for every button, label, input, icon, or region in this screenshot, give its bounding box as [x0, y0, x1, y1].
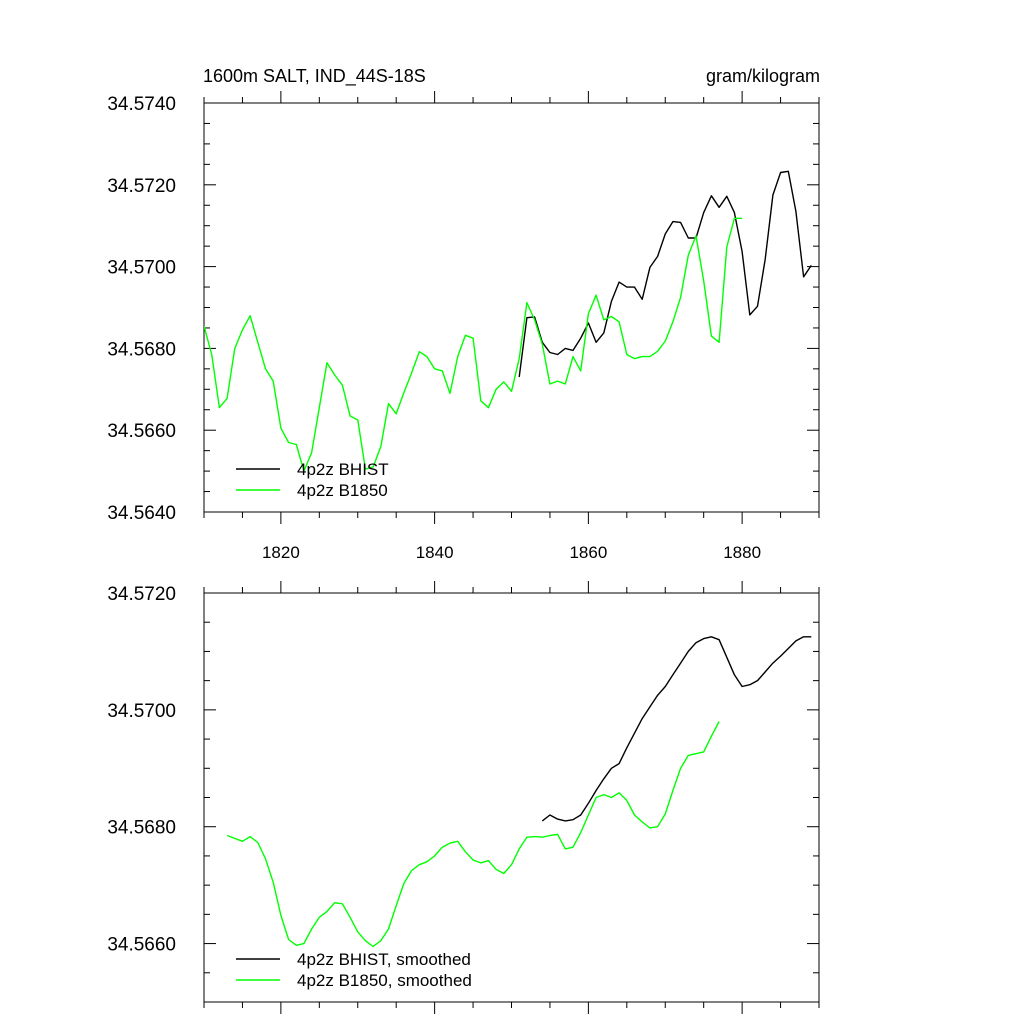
bottom-panel: 34.5660 34.5680 34.5700 34.5720 4p2z BHIST, …: [107, 581, 820, 1014]
bottom-legend-label: 4p2z BHIST, smoothed: [297, 950, 471, 969]
bottom-ytick-label: 34.5680: [107, 818, 176, 839]
top-plot-frame: [203, 102, 820, 513]
bottom-ytick-label: 34.5720: [107, 584, 176, 605]
top-ytick-label: 34.5640: [107, 503, 176, 524]
top-ytick-label: 34.5660: [107, 421, 176, 442]
top-ytick-label: 34.5740: [107, 94, 176, 115]
top-series-line-b1850: [204, 217, 743, 472]
top-title-right: gram/kilogram: [706, 66, 820, 86]
bottom-series-line-b1850: [226, 721, 720, 948]
bottom-ytick-label: 34.5660: [107, 935, 176, 956]
top-xtick-label: 1840: [416, 543, 454, 562]
top-xtick-label: 1820: [262, 543, 300, 562]
top-ytick-label: 34.5720: [107, 176, 176, 197]
top-ytick-label: 34.5700: [107, 258, 176, 279]
top-series-line-bhist: [518, 170, 812, 378]
top-legend-label: 4p2z B1850: [297, 481, 388, 500]
bottom-legend-label: 4p2z B1850, smoothed: [297, 971, 472, 990]
bottom-series-line-bhist: [541, 636, 812, 822]
top-xtick-label: 1880: [723, 543, 761, 562]
top-ytick-label: 34.5680: [107, 339, 176, 360]
top-xtick-label: 1860: [569, 543, 607, 562]
bottom-ytick-label: 34.5700: [107, 701, 176, 722]
top-title-left: 1600m SALT, IND_44S-18S: [203, 66, 426, 87]
top-panel: 1600m SALT, IND_44S-18S gram/kilogram 34…: [107, 66, 820, 562]
bottom-plot-frame: [203, 592, 820, 1003]
top-legend-label: 4p2z BHIST: [297, 460, 389, 479]
